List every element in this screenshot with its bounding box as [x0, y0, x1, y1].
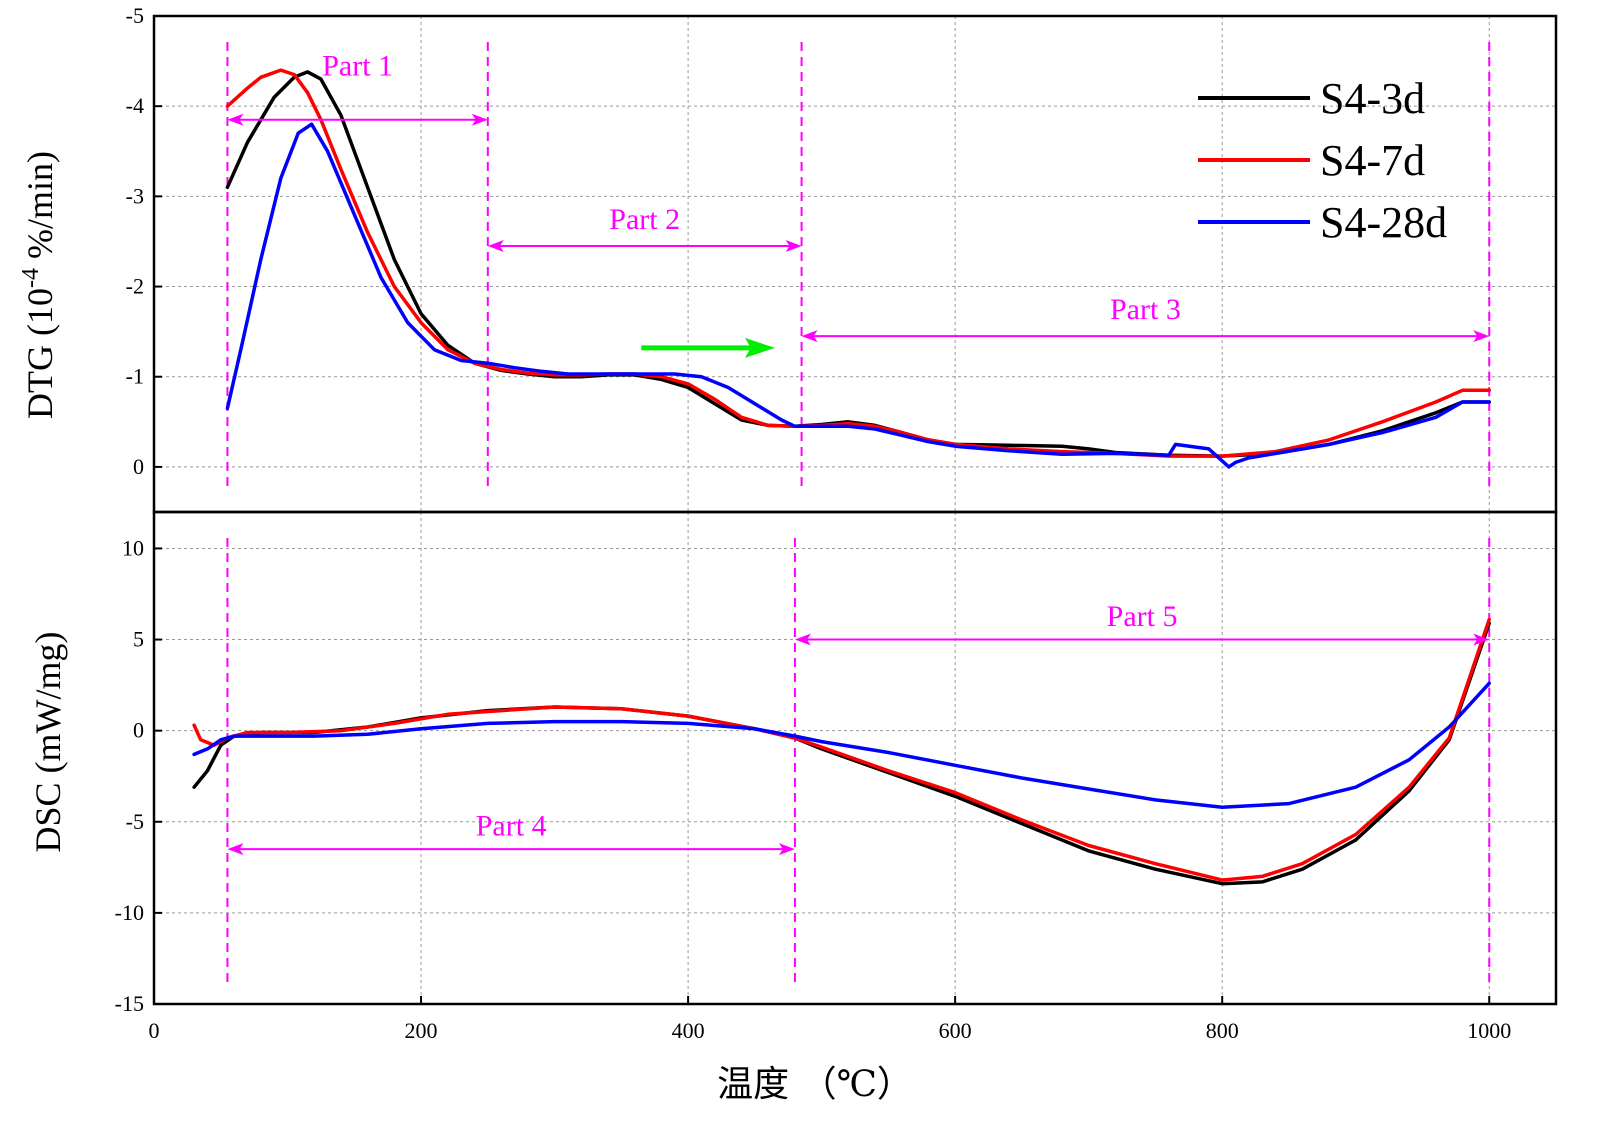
dtg-ylabel-tail: %/min): [20, 151, 60, 268]
dtg-series-line-s4-7d: [225, 68, 1491, 458]
dtg-y-tick-label: 0: [133, 454, 144, 479]
dsc-y-tick-label: 5: [133, 627, 144, 652]
dsc-part-label: Part 5: [1107, 600, 1178, 633]
dtg-part-arrow-head-right: [471, 113, 488, 126]
dtg-part-label: Part 1: [322, 50, 393, 83]
dsc-part-arrow-head-left: [794, 633, 811, 646]
dsc-y-tick-label: -15: [115, 991, 144, 1016]
dtg-y-axis-title: DTG (10-4 %/min): [18, 151, 60, 419]
legend-label-s4-3d: S4-3d: [1320, 74, 1425, 123]
dsc-part-arrow-head-left: [227, 843, 244, 856]
dtg-part-arrow-head-left: [801, 330, 818, 343]
dsc-part-arrow-head-right: [1473, 633, 1490, 646]
dtg-ylabel-sup: -4: [18, 268, 44, 288]
dtg-panel: Part 1 Part 2 Part 3 0 -1 -2 -3 -4 -5 S4-3d S4-7…: [18, 3, 1556, 512]
dtg-y-tick-label: -3: [126, 183, 144, 208]
dtg-grid: [154, 16, 1556, 512]
dsc-part-arrow-head-right: [778, 843, 795, 856]
x-tick-label: 200: [405, 1018, 438, 1043]
dtg-ylabel-main: DTG (10: [20, 288, 60, 419]
x-ticks: 0 200 400 600 800 1000: [149, 996, 1511, 1043]
dtg-series-line-s4-28d: [225, 122, 1491, 469]
dtg-part-arrow-head-right: [785, 239, 802, 252]
dsc-y-ticks: 10 5 0 -5 -10 -15: [115, 535, 162, 1016]
dsc-y-tick-label: -5: [126, 809, 144, 834]
legend-label-s4-7d: S4-7d: [1320, 136, 1425, 185]
dtg-y-tick-label: -4: [126, 93, 144, 118]
x-tick-label: 800: [1206, 1018, 1239, 1043]
x-axis-title: 温度 （℃）: [717, 1064, 913, 1105]
dtg-part-arrow-head-left: [487, 239, 504, 252]
dtg-series-line-s4-3d: [225, 70, 1491, 458]
dsc-part-label: Part 4: [476, 809, 547, 842]
x-tick-label: 400: [672, 1018, 705, 1043]
dsc-part-annotations: Part 4 Part 5: [227, 600, 1490, 856]
plot-frames: [152, 14, 1558, 1006]
dsc-y-axis-title: DSC (mW/mg): [28, 632, 68, 853]
dtg-y-ticks: 0 -1 -2 -3 -4 -5: [126, 3, 162, 479]
green-arrow-head: [744, 337, 775, 358]
dtg-y-tick-label: -1: [126, 364, 144, 389]
dtg-series: [225, 68, 1491, 469]
dtg-part-arrow-head-right: [1473, 330, 1490, 343]
dsc-y-tick-label: 10: [122, 535, 144, 560]
dsc-y-tick-label: -10: [115, 900, 144, 925]
dtg-y-tick-label: -2: [126, 274, 144, 299]
legend-label-s4-28d: S4-28d: [1320, 198, 1447, 247]
legend: S4-3d S4-7d S4-28d: [1198, 74, 1447, 247]
x-tick-label: 600: [939, 1018, 972, 1043]
dsc-series-line-s4-7d: [192, 617, 1491, 882]
dsc-panel: Part 4 Part 5 10 5 0 -5 -10 -15 0 200 400 600 800 1…: [28, 512, 1556, 1105]
dsc-series-line-s4-28d: [192, 681, 1491, 809]
dtg-y-tick-label: -5: [126, 3, 144, 28]
x-tick-label: 0: [149, 1018, 160, 1043]
dtg-part-label: Part 2: [609, 203, 680, 236]
dsc-y-tick-label: 0: [133, 718, 144, 743]
dtg-part-annotations: Part 1 Part 2 Part 3: [227, 50, 1490, 343]
x-tick-label: 1000: [1467, 1018, 1511, 1043]
dtg-green-arrow: [641, 337, 775, 358]
dsc-frame: [152, 510, 1558, 1006]
dsc-series: [192, 617, 1491, 886]
dtg-part-arrow-head-left: [227, 113, 244, 126]
dtg-part-label: Part 3: [1110, 293, 1181, 326]
